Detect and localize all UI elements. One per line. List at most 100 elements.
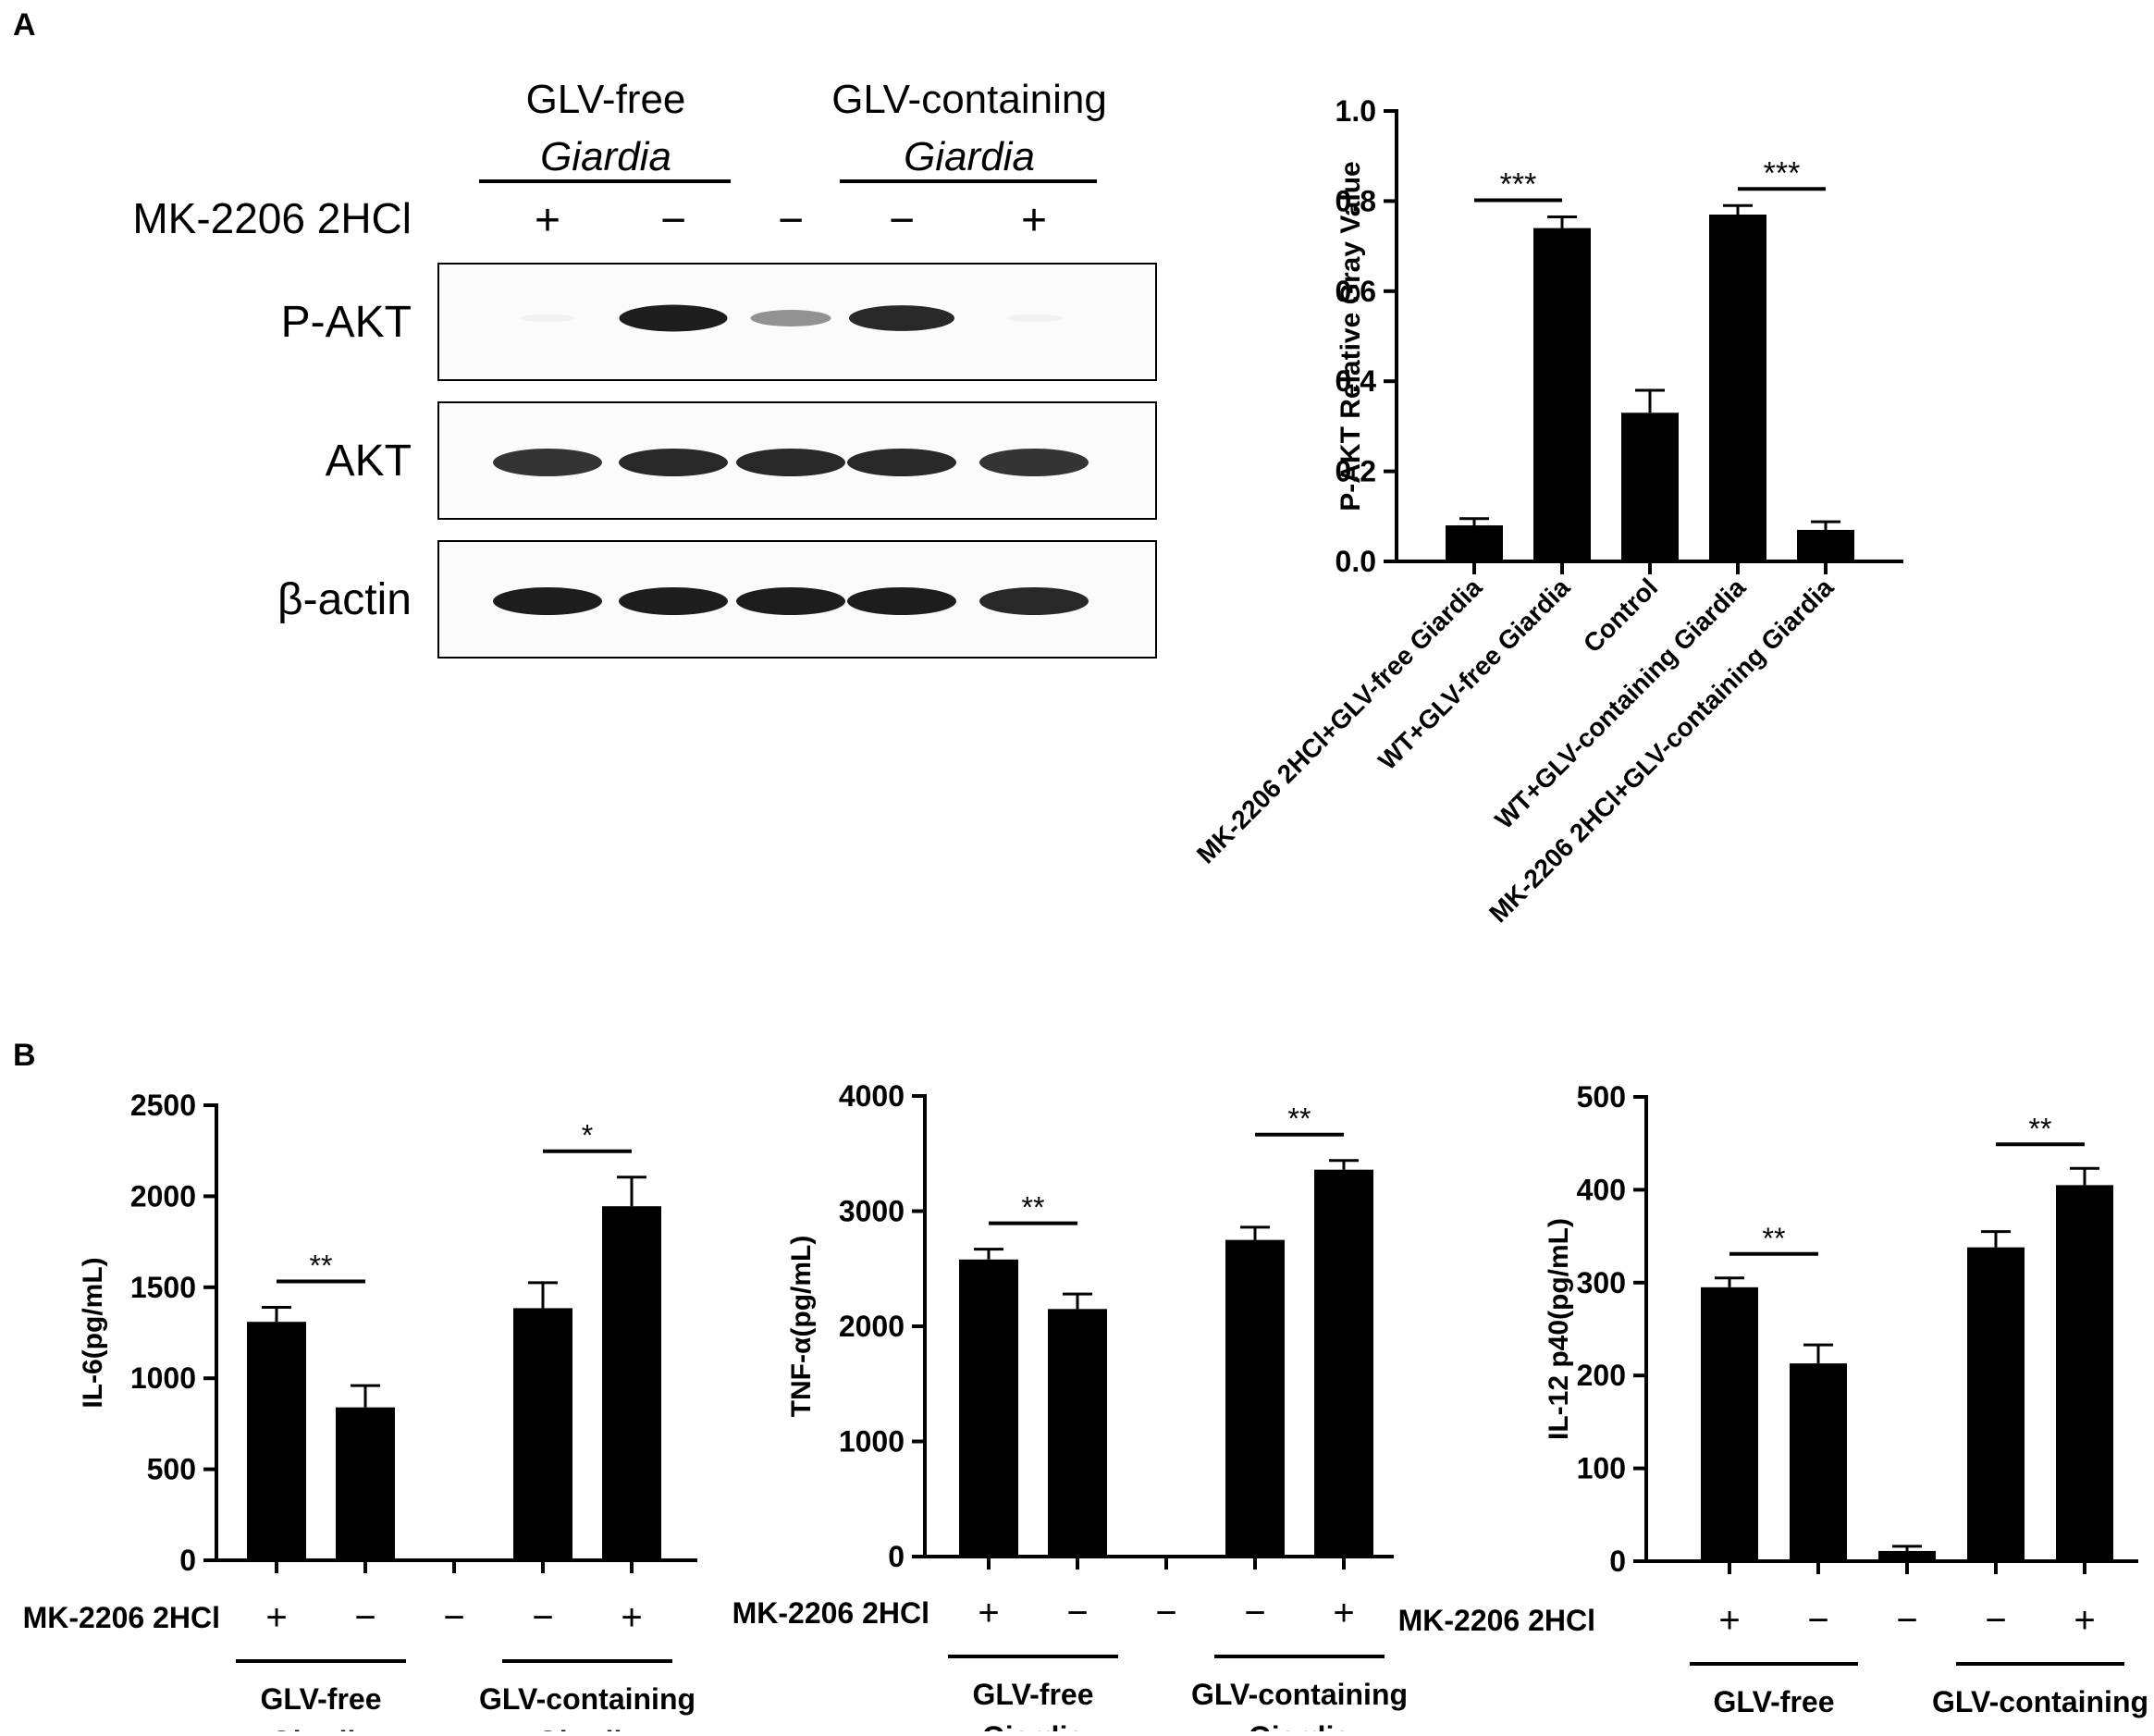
il-6-chart-y-tick-label: 1000 xyxy=(130,1361,196,1395)
tnf-alpha-chart-y-tick-label: 2000 xyxy=(839,1310,905,1343)
p-akt-chart-bar xyxy=(1533,228,1591,561)
p-akt-chart-significance-label: *** xyxy=(1764,155,1801,191)
il-12-p40-chart-y-tick-label: 200 xyxy=(1577,1359,1626,1392)
panel-b-label: B xyxy=(13,1038,36,1073)
p-akt-chart-y-tick-label: 0.0 xyxy=(1335,545,1376,578)
p-akt-chart-y-tick-label: 0.6 xyxy=(1335,275,1376,308)
il-12-p40-chart-group-label: Giardia xyxy=(1989,1728,2091,1731)
blot-band xyxy=(979,587,1089,615)
il-6-chart-treatment-sign: + xyxy=(265,1597,287,1638)
il-6-chart-treatment-sign: + xyxy=(621,1597,642,1638)
tnf-alpha-chart-group-label: GLV-free xyxy=(973,1678,1094,1711)
il-6-chart-group-label: Giardia xyxy=(536,1725,638,1731)
tnf-alpha-chart-bar xyxy=(1048,1309,1107,1557)
il-6-chart-y-tick-label: 2500 xyxy=(130,1089,196,1122)
tnf-alpha-chart-bar xyxy=(959,1259,1018,1557)
blot-band xyxy=(849,305,954,331)
il-12-p40-chart-y-tick-label: 100 xyxy=(1577,1452,1626,1485)
il-6-chart-group-label: GLV-containing xyxy=(479,1682,695,1716)
p-akt-chart-y-tick-label: 0.2 xyxy=(1335,455,1376,488)
il-12-p40-chart-y-tick-label: 400 xyxy=(1577,1173,1626,1206)
il-12-p40-chart-treatment-sign: − xyxy=(1985,1600,2006,1641)
blot-treatment-sign: + xyxy=(535,196,560,245)
blot-membrane xyxy=(437,263,1157,381)
il-6-chart-y-tick-label: 0 xyxy=(179,1544,196,1577)
blot-row-label: β-actin xyxy=(277,575,412,624)
il-6-chart-group-label: Giardia xyxy=(270,1725,372,1731)
il-6-chart-y-tick-label: 1500 xyxy=(130,1271,196,1304)
il-6-chart-treatment-label: MK-2206 2HCl xyxy=(23,1601,220,1634)
il-12-p40-chart-bar xyxy=(2056,1185,2113,1561)
il-12-p40-chart-bar xyxy=(1701,1287,1758,1561)
western-blot: GLV-free Giardia GLV-containing Giardia MK-2… xyxy=(132,77,1157,659)
il-6-chart-treatment-sign: − xyxy=(532,1597,553,1638)
il-6-chart-bar xyxy=(602,1206,661,1560)
il-6-chart-bar xyxy=(336,1407,395,1560)
blot-treatment-sign: + xyxy=(1021,196,1047,245)
il-12-p40-chart-y-tick-label: 0 xyxy=(1609,1545,1626,1578)
blot-row-label: AKT xyxy=(326,437,412,486)
tnf-alpha-chart-group-label: Giardia xyxy=(1249,1720,1350,1731)
blot-band xyxy=(519,314,576,323)
il-12-p40-chart-y-tick-label: 500 xyxy=(1577,1080,1626,1114)
il-12-p40-chart-treatment-sign: − xyxy=(1896,1600,1917,1641)
il-12-p40-chart-significance-label: ** xyxy=(1763,1222,1786,1255)
p-akt-chart-significance-label: *** xyxy=(1500,166,1537,202)
tnf-alpha-chart-treatment-sign: + xyxy=(978,1593,999,1633)
blot-band xyxy=(619,304,728,332)
blot-group-organism: Giardia xyxy=(904,134,1035,179)
tnf-alpha-chart-significance-label: ** xyxy=(1022,1191,1045,1225)
il-12-p40-chart-bar xyxy=(1790,1363,1847,1561)
il-12-p40-chart-significance-label: ** xyxy=(2029,1112,2052,1145)
il-6-chart-y-axis-label: IL-6(pg/mL) xyxy=(78,1257,108,1408)
blot-group-organism: Giardia xyxy=(540,134,671,179)
il-12-p40-chart-group-label: GLV-free xyxy=(1714,1685,1835,1718)
tnf-alpha-chart-treatment-sign: − xyxy=(1066,1593,1088,1633)
il-6-chart-bar xyxy=(513,1308,572,1560)
blot-band xyxy=(847,449,956,476)
p-akt-chart-bar xyxy=(1797,529,1854,561)
blot-row-label: P-AKT xyxy=(281,298,412,347)
il-12-p40-chart-treatment-sign: + xyxy=(1718,1600,1740,1641)
il-6-chart-treatment-sign: − xyxy=(443,1597,464,1638)
tnf-alpha-chart-y-tick-label: 3000 xyxy=(839,1195,905,1228)
il-6-chart-treatment-sign: − xyxy=(354,1597,375,1638)
tnf-alpha-bar-chart: 0 1000 2000 3000 4000 TNF-α(pg/mL) ** ** MK-2206… xyxy=(732,1079,1408,1736)
blot-treatment-sign: − xyxy=(660,196,686,245)
il-12-p40-chart-treatment-label: MK-2206 2HCl xyxy=(1398,1604,1595,1637)
il-6-chart-significance-label: ** xyxy=(310,1249,333,1282)
il-12-p40-chart-group-label: Giardia xyxy=(1723,1728,1825,1731)
tnf-alpha-chart-bar xyxy=(1314,1169,1373,1557)
p-akt-chart-y-tick-label: 0.8 xyxy=(1335,184,1376,217)
blot-band xyxy=(619,449,728,476)
p-akt-chart-y-axis-label: P-AKT Relative Gray Value xyxy=(1335,161,1366,511)
tnf-alpha-chart-group-label: Giardia xyxy=(982,1720,1084,1731)
blot-group-label: GLV-containing xyxy=(831,77,1107,122)
il-6-chart-bar xyxy=(247,1322,306,1560)
il-12-p40-chart-bar xyxy=(1967,1247,2025,1561)
blot-band xyxy=(979,449,1089,476)
blot-treatment-label: MK-2206 2HCl xyxy=(132,194,412,242)
tnf-alpha-chart-treatment-sign: − xyxy=(1155,1593,1176,1633)
il-6-chart-bar xyxy=(425,1558,484,1560)
blot-treatment-sign: − xyxy=(889,196,915,245)
blot-band xyxy=(619,587,728,615)
il-12-p40-chart-bar xyxy=(1878,1550,1936,1561)
blot-band xyxy=(736,449,845,476)
il-12-p40-chart-treatment-sign: − xyxy=(1807,1600,1828,1641)
tnf-alpha-chart-bar xyxy=(1137,1556,1196,1557)
tnf-alpha-chart-treatment-sign: − xyxy=(1244,1593,1265,1633)
blot-band xyxy=(1005,314,1063,323)
blot-band xyxy=(847,587,956,615)
p-akt-chart-y-tick-label: 0.4 xyxy=(1335,364,1377,398)
tnf-alpha-chart-y-tick-label: 4000 xyxy=(839,1079,905,1113)
blot-group-label: GLV-free xyxy=(526,77,686,122)
il-6-chart-y-tick-label: 2000 xyxy=(130,1179,196,1213)
p-akt-bar-chart: 0.0 0.2 0.4 0.6 0.8 1.0 P-AKT Relative Gray Va… xyxy=(1191,94,1903,928)
tnf-alpha-chart-y-axis-label: TNF-α(pg/mL) xyxy=(786,1236,817,1418)
il-6-chart-y-tick-label: 500 xyxy=(147,1453,196,1486)
tnf-alpha-chart-significance-label: ** xyxy=(1288,1102,1311,1136)
